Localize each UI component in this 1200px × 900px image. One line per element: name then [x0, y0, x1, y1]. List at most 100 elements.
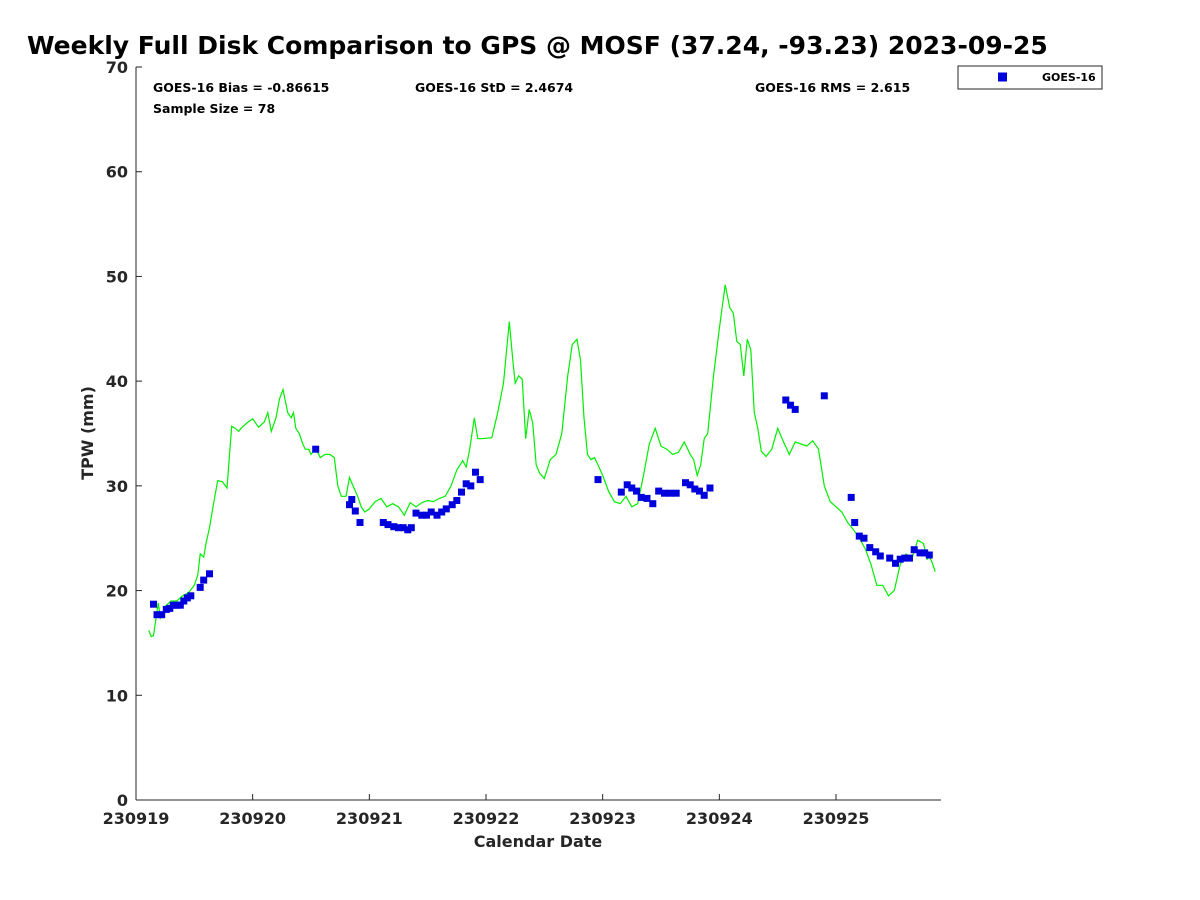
goes-16-point	[395, 524, 402, 532]
legend-label-goes-16: GOES-16	[1042, 71, 1096, 84]
y-axis-ticks: 0 10 20 30 40 50 60 70	[106, 58, 142, 810]
legend: GOES-16	[957, 65, 1103, 90]
goes-16-point	[682, 479, 689, 487]
stat-bias: GOES-16 Bias = -0.86615	[153, 80, 329, 95]
goes-16-point	[442, 505, 450, 513]
goes-16-point	[200, 576, 208, 584]
y-tick-label: 30	[106, 477, 128, 496]
goes-16-point	[921, 549, 929, 557]
x-tick-label: 230920	[219, 809, 286, 828]
x-tick-label: 230922	[453, 809, 520, 828]
goes-16-point	[666, 489, 674, 497]
x-tick-label: 230925	[803, 809, 870, 828]
goes-16-point	[691, 485, 699, 493]
goes-16-point	[892, 559, 899, 567]
goes-16-point	[438, 508, 446, 516]
goes-16-point	[472, 468, 479, 476]
goes-16-point	[453, 497, 461, 504]
goes-16-point	[649, 500, 657, 508]
legend-box	[957, 65, 1103, 90]
goes-16-point	[896, 555, 904, 563]
goes-16-point	[910, 546, 918, 554]
goes-16-point	[399, 524, 407, 532]
goes-16-point	[672, 489, 680, 497]
chart-title: Weekly Full Disk Comparison to GPS @ MOS…	[27, 31, 1048, 60]
goes-16-point	[782, 396, 790, 404]
goes-16-point	[686, 481, 694, 489]
goes-16-point	[623, 481, 631, 489]
goes-16-point	[346, 501, 353, 509]
goes-16-point	[196, 583, 204, 591]
x-tick-label: 230924	[686, 809, 753, 828]
goes-16-point	[866, 544, 874, 552]
goes-16-point	[617, 488, 625, 496]
y-tick-label: 70	[106, 58, 128, 77]
goes-16-point	[206, 570, 213, 578]
goes-16-point	[851, 519, 859, 526]
goes-16-point	[791, 405, 799, 413]
goes-16-point	[407, 524, 415, 532]
goes-16-point	[423, 511, 430, 519]
goes-16-point	[916, 549, 924, 557]
x-axis-label: Calendar Date	[474, 832, 603, 851]
goes-16-point	[860, 534, 868, 542]
goes-16-point	[150, 600, 157, 608]
goes-16-point	[356, 519, 364, 526]
stat-sample-size: Sample Size = 78	[153, 101, 275, 116]
y-tick-label: 10	[106, 686, 128, 705]
x-axis-ticks: 230919 230920 230921 230922 230923 230924 2309…	[103, 794, 870, 828]
goes-16-point	[476, 476, 484, 484]
goes-16-point	[906, 554, 913, 562]
y-tick-label: 0	[117, 791, 128, 810]
goes-16-point	[348, 496, 356, 503]
goes-16-point	[467, 482, 475, 490]
goes-16-point	[312, 445, 320, 453]
goes-16-point	[418, 511, 426, 519]
stat-std: GOES-16 StD = 2.4674	[415, 80, 573, 95]
goes-16-point	[390, 523, 398, 531]
goes-16-point	[696, 487, 703, 495]
series-line-gps	[148, 284, 936, 638]
goes-16-point	[158, 611, 166, 619]
goes-16-point	[458, 488, 465, 496]
goes-16-point	[820, 392, 828, 400]
goes-16-point	[925, 551, 933, 559]
goes-16-point	[872, 548, 880, 556]
legend-marker-goes-16	[998, 72, 1007, 82]
goes-16-point	[187, 592, 195, 600]
goes-16-point	[855, 532, 863, 540]
goes-16-point	[448, 501, 456, 509]
goes-16-point	[384, 521, 392, 529]
goes-16-point	[433, 511, 441, 519]
goes-16-point	[661, 489, 668, 497]
goes-16-point	[351, 507, 359, 515]
goes-16-point	[886, 554, 894, 562]
goes-16-point	[379, 519, 387, 526]
goes-16-point	[787, 401, 794, 409]
y-tick-label: 40	[106, 372, 128, 391]
goes-16-point	[655, 487, 663, 495]
x-tick-label: 230921	[336, 809, 403, 828]
goes-16-point	[427, 508, 435, 516]
stat-rms: GOES-16 RMS = 2.615	[755, 80, 910, 95]
goes-16-point	[176, 601, 184, 609]
goes-16-point	[462, 480, 470, 488]
y-tick-label: 50	[106, 267, 128, 286]
goes-16-point	[594, 476, 602, 484]
goes-16-point	[643, 494, 651, 502]
series-points-goes-16	[150, 392, 933, 619]
y-tick-label: 20	[106, 582, 128, 601]
goes-16-point	[628, 484, 636, 492]
x-tick-label: 230919	[103, 809, 170, 828]
goes-16-point	[901, 554, 909, 562]
x-tick-label: 230923	[569, 809, 636, 828]
y-axis-label: TPW (mm)	[78, 386, 97, 480]
goes-16-point	[700, 491, 708, 499]
goes-16-point	[637, 493, 645, 501]
goes-16-point	[847, 493, 855, 501]
y-tick-label: 60	[106, 163, 128, 182]
goes-16-point	[706, 484, 714, 492]
goes-16-point	[153, 611, 161, 619]
goes-16-point	[412, 509, 420, 517]
